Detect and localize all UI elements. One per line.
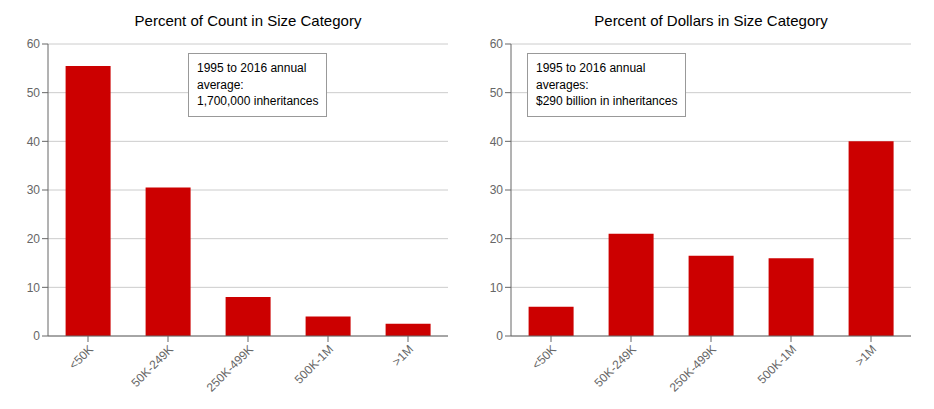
svg-text:500K-1M: 500K-1M (292, 342, 336, 386)
svg-text:50: 50 (27, 86, 41, 100)
svg-text:60: 60 (27, 37, 41, 51)
svg-text:50: 50 (490, 86, 504, 100)
html-text:1995 to 2016 annual averages:: 1995 to 2016 annual averages: $290 billi… (536, 60, 678, 109)
svg-text:0: 0 (33, 329, 40, 343)
svg-text:20: 20 (490, 232, 504, 246)
svg-text:>1M: >1M (852, 342, 879, 369)
svg-text:30: 30 (490, 183, 504, 197)
svg-text:30: 30 (27, 183, 41, 197)
svg-text:250K-499K: 250K-499K (204, 342, 256, 394)
svg-text:<50K: <50K (529, 342, 559, 372)
svg-text:40: 40 (490, 135, 504, 149)
svg-text:60: 60 (490, 37, 504, 51)
svg-text:500K-1M: 500K-1M (755, 342, 799, 386)
svg-text:50K-249K: 50K-249K (592, 342, 640, 390)
svg-text:40: 40 (27, 135, 41, 149)
svg-text:>1M: >1M (389, 342, 416, 369)
svg-text:10: 10 (27, 281, 41, 295)
svg-text:0: 0 (496, 329, 503, 343)
html-text:1995 to 2016 annual average: 1: 1995 to 2016 annual average: 1,700,000 i… (197, 60, 319, 109)
svg-text:250K-499K: 250K-499K (667, 342, 719, 394)
svg-text:10: 10 (490, 281, 504, 295)
svg-text:20: 20 (27, 232, 41, 246)
html-text:Percent of Count in Size Categ: Percent of Count in Size Category (134, 12, 362, 29)
svg-text:50K-249K: 50K-249K (129, 342, 177, 390)
svg-text:<50K: <50K (66, 342, 96, 372)
html-text:Percent of Dollars in Size Cat: Percent of Dollars in Size Category (594, 12, 828, 29)
